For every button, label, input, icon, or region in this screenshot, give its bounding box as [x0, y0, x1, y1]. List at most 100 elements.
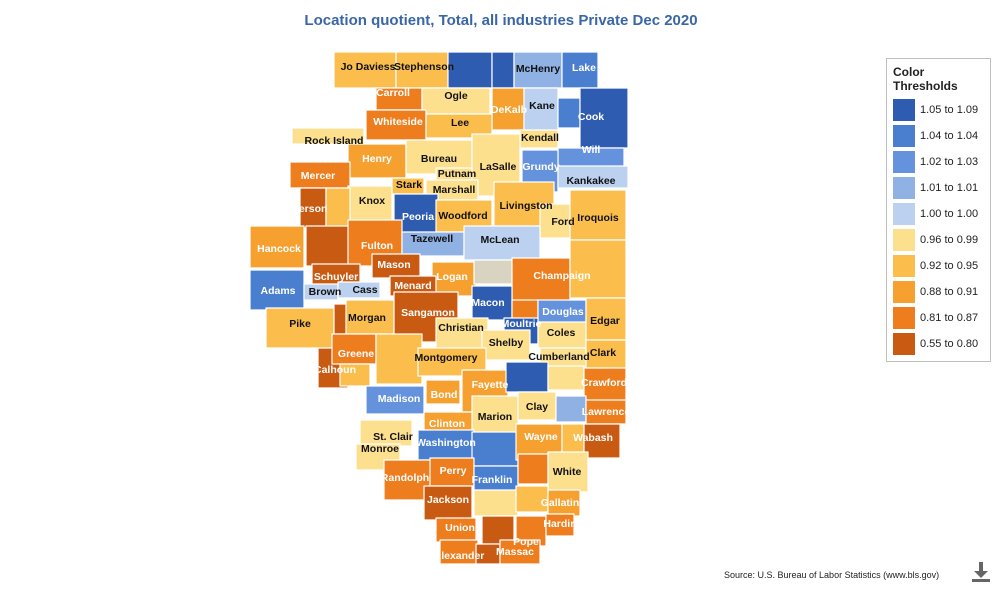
county-marion[interactable]	[471, 395, 519, 435]
legend-label: 0.88 to 0.91	[920, 286, 979, 298]
county-wabash[interactable]	[583, 423, 621, 459]
legend-item: 0.81 to 0.87	[893, 307, 990, 329]
county-johnson[interactable]	[481, 515, 515, 545]
legend-swatch	[893, 151, 915, 173]
legend-label: 0.81 to 0.87	[920, 312, 979, 324]
county-label: Knox	[359, 195, 385, 207]
legend-item: 1.04 to 1.04	[893, 125, 990, 147]
county-hardin[interactable]	[545, 513, 575, 537]
county-mcdonough[interactable]	[305, 225, 351, 267]
county-dupage[interactable]	[557, 97, 581, 129]
county-rock-island[interactable]	[291, 127, 365, 145]
county-crawford[interactable]	[583, 367, 627, 405]
county-label: Jo Daviess	[341, 61, 396, 73]
legend-swatch	[893, 203, 915, 225]
county-perry[interactable]	[429, 457, 475, 487]
legend-label: 1.04 to 1.04	[920, 130, 979, 142]
county-boone[interactable]	[491, 51, 515, 89]
county-coles[interactable]	[537, 321, 587, 349]
map-title: Location quotient, Total, all industries…	[304, 12, 698, 29]
county-bond[interactable]	[425, 379, 461, 405]
county-label: Henderson	[273, 203, 328, 215]
county-label: Will	[582, 144, 601, 156]
legend-swatch	[893, 255, 915, 277]
county-label: Brown	[309, 286, 342, 298]
county-christian[interactable]	[435, 317, 489, 353]
legend-swatch	[893, 99, 915, 121]
county-label: Mercer	[301, 170, 335, 182]
legend-label: 1.01 to 1.01	[920, 182, 979, 194]
county-label: Stark	[396, 179, 422, 191]
county-warren[interactable]	[325, 187, 351, 229]
county-jasper[interactable]	[547, 365, 585, 391]
county-label: Iroquois	[577, 212, 619, 224]
county-madison[interactable]	[365, 385, 425, 415]
county-label: Pike	[289, 318, 311, 330]
county-label: Bond	[431, 389, 458, 401]
county-henry[interactable]	[347, 143, 407, 179]
county-mclean[interactable]	[463, 225, 541, 261]
county-massac[interactable]	[499, 539, 541, 565]
county-hamilton[interactable]	[517, 453, 549, 485]
legend-swatch	[893, 177, 915, 199]
county-label: Franklin	[472, 474, 513, 486]
county-label: Wayne	[524, 431, 558, 443]
county-shelby[interactable]	[481, 329, 531, 361]
county-label: DeKalb	[491, 104, 527, 116]
county-label: Union	[445, 522, 475, 534]
county-morgan[interactable]	[345, 299, 395, 335]
county-label: Henry	[362, 153, 392, 165]
county-richland[interactable]	[555, 395, 587, 423]
legend-item: 1.02 to 1.03	[893, 151, 990, 173]
county-cook[interactable]	[579, 87, 629, 149]
county-label: Clark	[590, 347, 616, 359]
county-label: Menard	[394, 280, 431, 292]
county-label: Fulton	[361, 240, 393, 252]
county-effingham[interactable]	[505, 361, 549, 393]
county-williamson[interactable]	[473, 489, 519, 517]
county-label: Livingston	[499, 200, 552, 212]
county-pike[interactable]	[265, 307, 335, 349]
county-label: Perry	[440, 465, 467, 477]
county-label: Calhoun	[314, 364, 356, 376]
county-jersey[interactable]	[339, 363, 371, 387]
legend-label: 1.00 to 1.00	[920, 208, 979, 220]
county-label: Douglas	[542, 306, 584, 318]
county-label: Cass	[352, 284, 377, 296]
legend-swatch	[893, 333, 915, 355]
county-iroquois[interactable]	[569, 189, 627, 241]
county-clay[interactable]	[517, 391, 557, 421]
county-dewitt[interactable]	[473, 259, 519, 285]
county-label: LaSalle	[480, 161, 517, 173]
county-label: Jackson	[427, 494, 469, 506]
county-label: Coles	[547, 327, 576, 339]
county-mason[interactable]	[371, 253, 421, 279]
county-dekalb[interactable]	[491, 87, 525, 131]
county-label: Woodford	[438, 210, 487, 222]
county-kankakee[interactable]	[557, 165, 629, 189]
county-edgar[interactable]	[585, 297, 627, 341]
county-label: Randolph	[381, 472, 429, 484]
county-winnebago[interactable]	[447, 51, 493, 89]
county-label: Fayette	[472, 379, 509, 391]
download-icon[interactable]	[970, 561, 992, 583]
county-gallatin[interactable]	[547, 489, 581, 517]
county-adams[interactable]	[249, 269, 305, 311]
county-white[interactable]	[547, 451, 589, 493]
county-hancock[interactable]	[249, 225, 305, 269]
county-label: Rock Island	[305, 135, 364, 147]
county-lake[interactable]	[561, 51, 599, 89]
county-cass[interactable]	[337, 281, 381, 299]
county-macon[interactable]	[471, 285, 513, 321]
county-champaign[interactable]	[511, 257, 571, 307]
county-jefferson[interactable]	[471, 431, 519, 467]
county-jackson[interactable]	[423, 485, 473, 521]
county-label: Bureau	[421, 153, 457, 165]
legend-item: 1.05 to 1.09	[893, 99, 990, 121]
legend-swatch	[893, 281, 915, 303]
county-label: Cumberland	[528, 351, 589, 363]
county-greene[interactable]	[331, 333, 377, 365]
county-mercer[interactable]	[289, 161, 351, 189]
county-macoupin[interactable]	[375, 333, 423, 385]
legend-title: Color Thresholds	[893, 65, 958, 93]
